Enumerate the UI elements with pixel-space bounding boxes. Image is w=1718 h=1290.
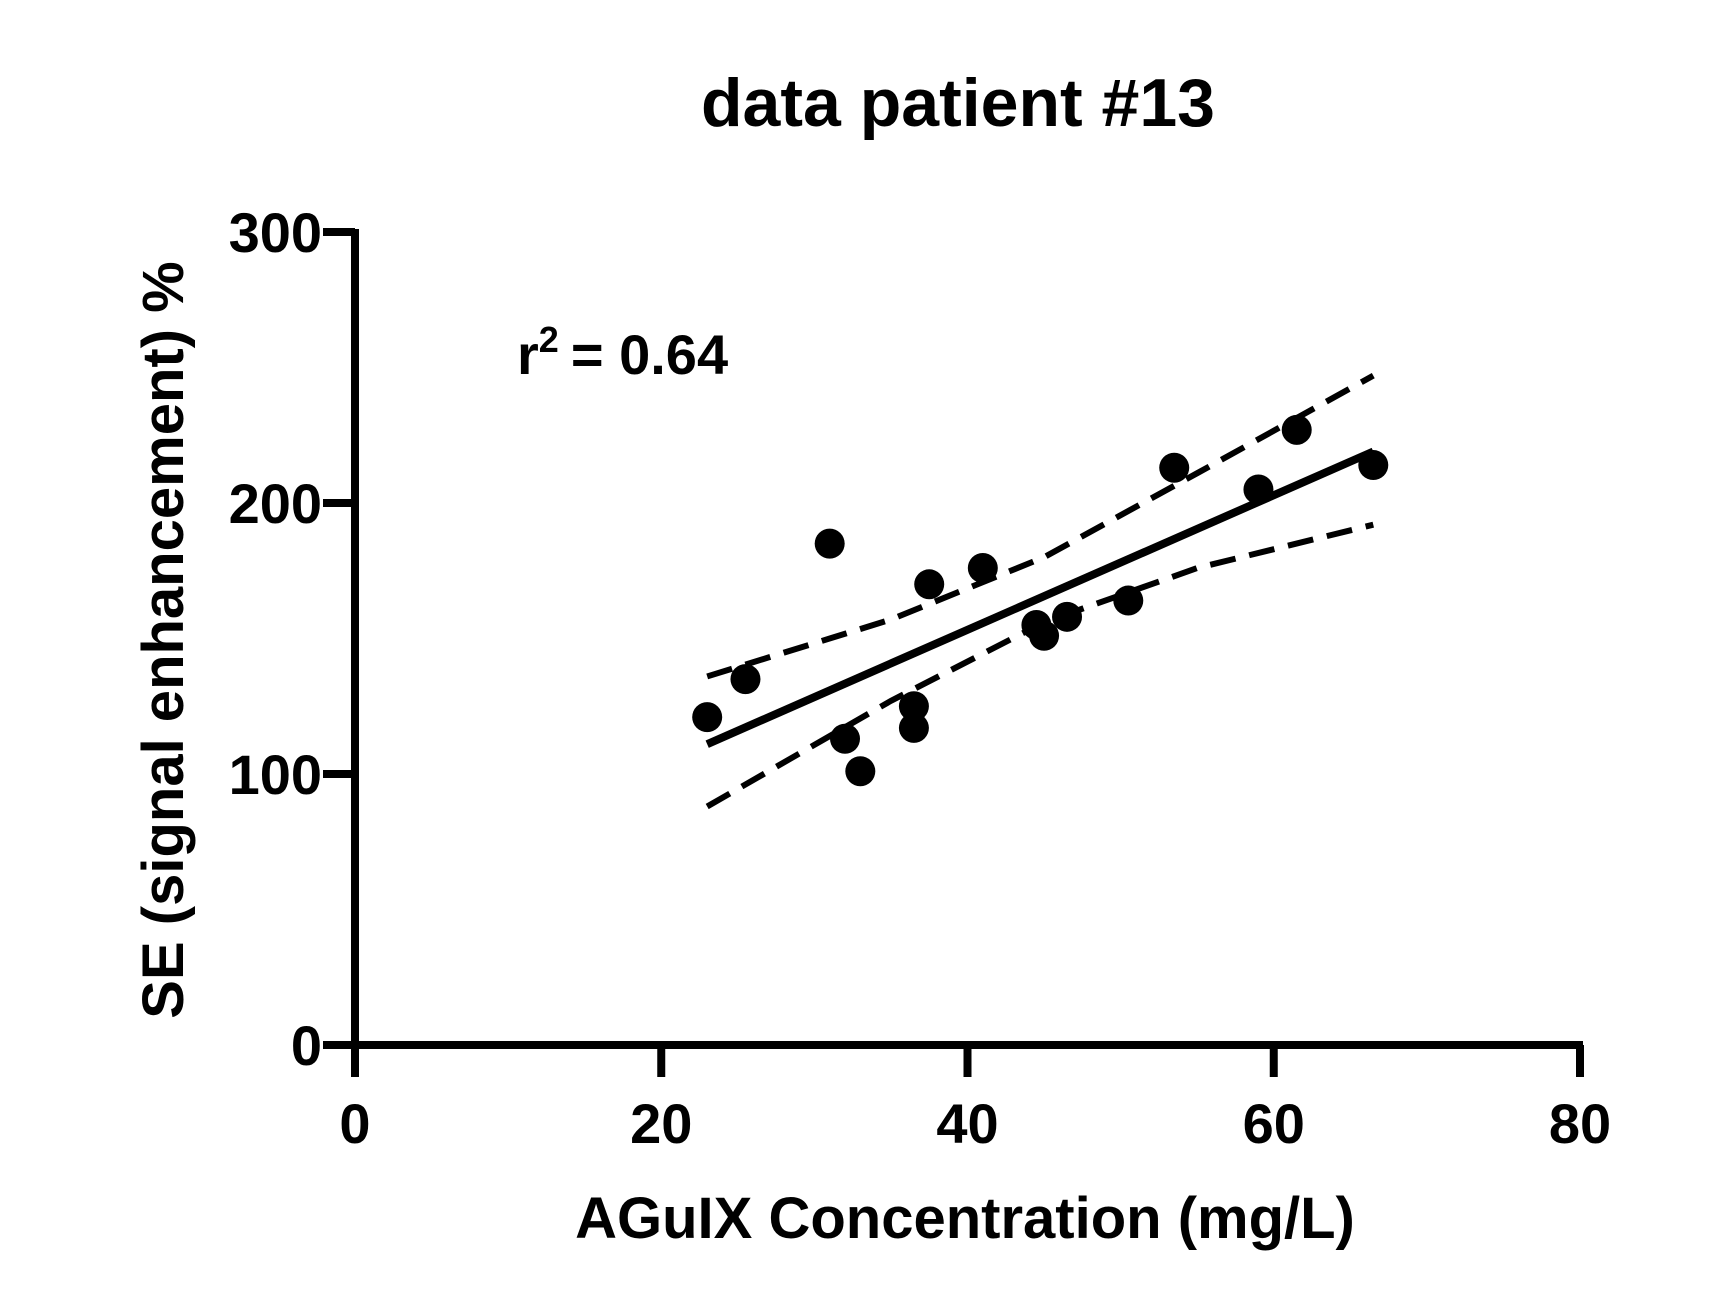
data-point bbox=[1113, 585, 1144, 616]
ci-upper-line bbox=[706, 373, 1375, 680]
fit-line bbox=[705, 447, 1375, 748]
data-point bbox=[898, 691, 929, 722]
data-point bbox=[692, 702, 723, 733]
x-tick-label: 80 bbox=[1549, 1092, 1611, 1155]
data-point bbox=[1281, 414, 1312, 445]
y-axis-label: SE (signal enhancement) % bbox=[131, 261, 196, 1018]
data-points bbox=[692, 414, 1389, 787]
x-tick-label: 60 bbox=[1243, 1092, 1305, 1155]
r-squared-value: = 0.64 bbox=[571, 323, 728, 386]
data-point bbox=[1243, 474, 1274, 505]
data-point bbox=[730, 664, 761, 695]
data-point bbox=[1159, 452, 1190, 483]
x-tick-label: 0 bbox=[339, 1092, 370, 1155]
r-squared-annotation: r2 = 0.64 bbox=[517, 319, 728, 386]
ci-lower-line bbox=[705, 521, 1374, 810]
x-tick-label: 40 bbox=[936, 1092, 998, 1155]
y-tick-label: 0 bbox=[291, 1014, 322, 1077]
x-tick-label: 20 bbox=[630, 1092, 692, 1155]
data-point bbox=[898, 712, 929, 743]
y-tick-label: 300 bbox=[229, 201, 322, 264]
data-point bbox=[1358, 450, 1389, 481]
regression-line bbox=[705, 447, 1375, 748]
data-point bbox=[967, 553, 998, 584]
y-tick-label: 100 bbox=[229, 743, 322, 806]
axes: 0 20 40 60 80 0 100 200 300 bbox=[229, 201, 1612, 1155]
data-point bbox=[845, 756, 876, 787]
r-squared-base: r bbox=[517, 323, 539, 386]
data-point bbox=[1029, 620, 1060, 651]
data-point bbox=[814, 528, 845, 559]
chart-title: data patient #13 bbox=[701, 65, 1215, 141]
data-point bbox=[830, 723, 860, 754]
r-squared-exponent: 2 bbox=[539, 319, 559, 360]
x-axis-label: AGuIX Concentration (mg/L) bbox=[575, 1186, 1355, 1251]
data-point bbox=[914, 569, 945, 600]
y-tick-label: 200 bbox=[229, 472, 322, 535]
data-point bbox=[1052, 601, 1083, 632]
confidence-band bbox=[705, 373, 1375, 810]
